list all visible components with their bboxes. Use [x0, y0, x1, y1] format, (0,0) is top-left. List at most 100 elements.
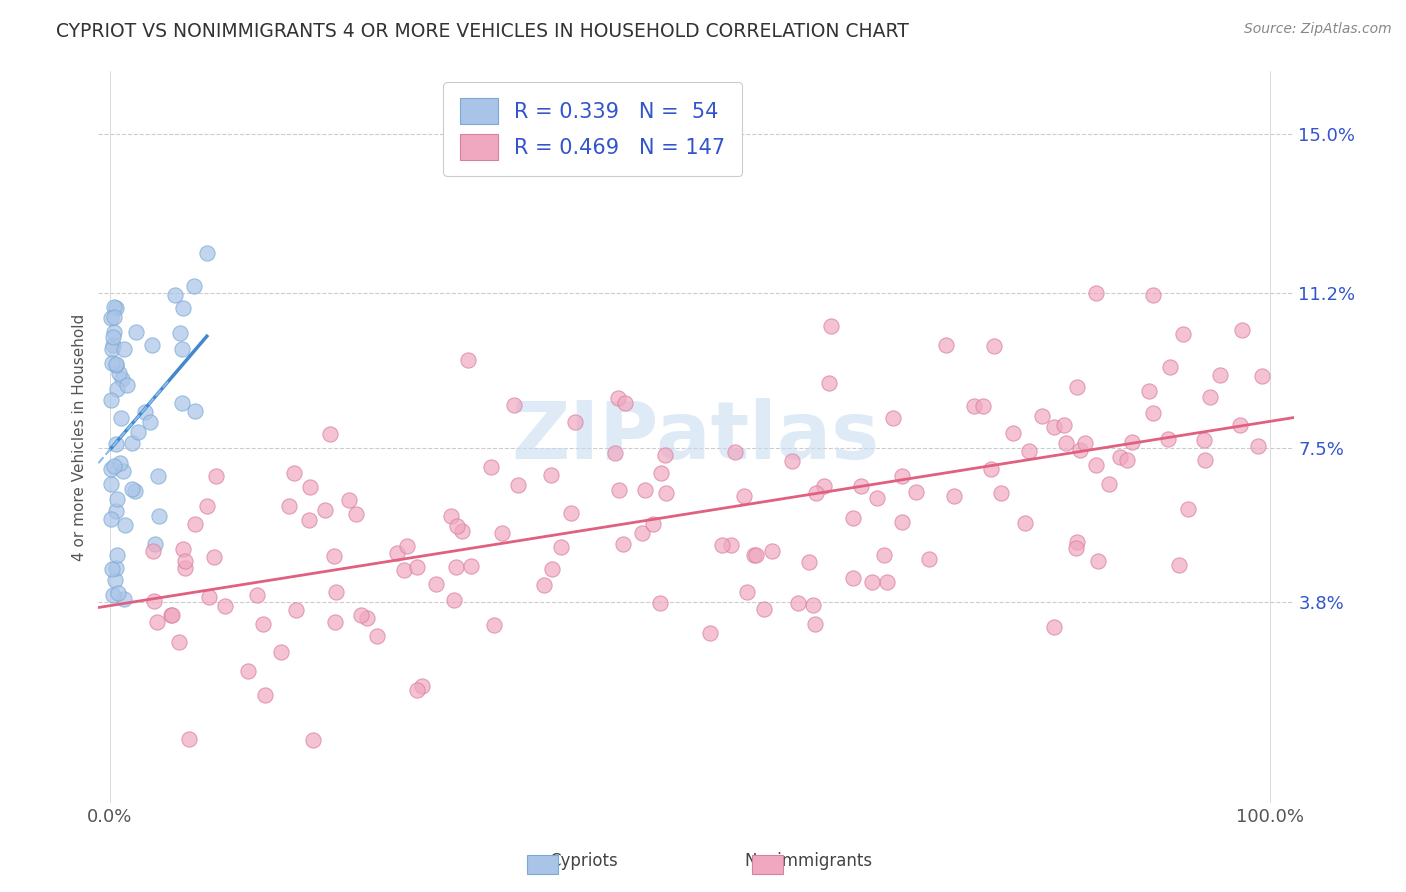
Point	[1087, 554, 1109, 568]
Point	[963, 400, 986, 414]
Point	[1142, 406, 1164, 420]
Point	[1116, 453, 1139, 467]
Point	[252, 616, 274, 631]
Point	[101, 356, 124, 370]
Point	[298, 513, 321, 527]
Point	[612, 536, 634, 550]
Point	[202, 550, 225, 565]
Point	[943, 490, 966, 504]
Point	[752, 601, 775, 615]
Point	[1198, 391, 1220, 405]
Point	[614, 395, 637, 409]
Point	[813, 479, 835, 493]
Point	[540, 562, 562, 576]
Point	[103, 301, 125, 315]
Point	[411, 679, 433, 693]
Point	[865, 491, 887, 506]
Point	[533, 577, 555, 591]
Point	[607, 483, 630, 498]
Point	[1246, 439, 1268, 453]
Point	[238, 664, 260, 678]
Point	[115, 377, 138, 392]
Point	[143, 537, 166, 551]
Point	[1159, 359, 1181, 374]
Point	[173, 554, 195, 568]
Point	[385, 545, 408, 559]
Y-axis label: 4 or more Vehicles in Household: 4 or more Vehicles in Household	[72, 313, 87, 561]
Point	[101, 330, 124, 344]
Point	[1053, 417, 1076, 432]
Point	[444, 560, 467, 574]
Point	[655, 485, 678, 500]
Point	[720, 538, 742, 552]
Point	[172, 541, 194, 556]
Point	[148, 468, 170, 483]
Point	[110, 410, 132, 425]
Point	[983, 339, 1005, 353]
Text: Source: ZipAtlas.com: Source: ZipAtlas.com	[1244, 22, 1392, 37]
Point	[443, 593, 465, 607]
Point	[425, 576, 447, 591]
Point	[172, 301, 194, 315]
Point	[818, 376, 841, 390]
Point	[101, 342, 124, 356]
Point	[1108, 450, 1130, 465]
Point	[1192, 433, 1215, 447]
Point	[641, 516, 664, 531]
Point	[179, 732, 201, 747]
Point	[103, 458, 125, 473]
Point	[804, 486, 827, 500]
Point	[890, 515, 912, 529]
Point	[1177, 501, 1199, 516]
Point	[148, 508, 170, 523]
Point	[484, 618, 506, 632]
Point	[1043, 420, 1066, 434]
Point	[100, 476, 122, 491]
Point	[103, 325, 125, 339]
Point	[160, 607, 183, 622]
Point	[1069, 443, 1091, 458]
Point	[184, 516, 207, 531]
Point	[325, 584, 347, 599]
Point	[124, 484, 146, 499]
Point	[111, 464, 134, 478]
Point	[319, 426, 342, 441]
Point	[112, 592, 135, 607]
Point	[1173, 327, 1195, 342]
Point	[904, 484, 927, 499]
Point	[1085, 458, 1108, 472]
Point	[1014, 516, 1036, 530]
Point	[285, 602, 308, 616]
Point	[270, 645, 292, 659]
Point	[121, 482, 143, 496]
Point	[564, 415, 586, 429]
Point	[395, 539, 418, 553]
Point	[980, 462, 1002, 476]
Point	[195, 499, 218, 513]
Point	[105, 301, 128, 316]
Point	[103, 310, 125, 324]
Point	[699, 626, 721, 640]
Point	[104, 573, 127, 587]
Point	[1064, 541, 1087, 556]
Point	[173, 561, 195, 575]
Point	[169, 326, 191, 340]
Point	[170, 396, 193, 410]
Point	[392, 563, 415, 577]
Point	[125, 325, 148, 339]
Point	[711, 538, 734, 552]
Point	[195, 245, 218, 260]
Point	[127, 425, 149, 440]
Point	[735, 585, 758, 599]
Point	[105, 357, 128, 371]
Point	[1066, 380, 1088, 394]
Point	[1251, 369, 1274, 384]
Point	[506, 477, 529, 491]
Point	[121, 435, 143, 450]
Point	[605, 446, 627, 460]
Point	[302, 733, 325, 747]
Point	[1142, 287, 1164, 301]
Point	[1031, 409, 1053, 423]
Point	[160, 607, 183, 622]
Point	[107, 491, 129, 506]
